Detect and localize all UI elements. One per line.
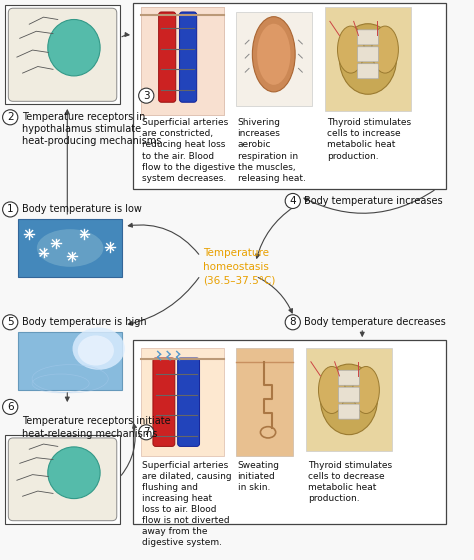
Text: 6: 6 [7, 402, 14, 412]
FancyBboxPatch shape [133, 340, 446, 525]
Ellipse shape [257, 24, 291, 85]
FancyBboxPatch shape [141, 7, 224, 115]
FancyBboxPatch shape [6, 6, 119, 104]
Text: 8: 8 [290, 318, 296, 327]
Text: Body temperature is low: Body temperature is low [22, 204, 142, 214]
FancyBboxPatch shape [153, 358, 175, 446]
FancyBboxPatch shape [18, 332, 122, 390]
Text: Body temperature increases: Body temperature increases [304, 196, 443, 206]
Circle shape [139, 425, 154, 440]
FancyBboxPatch shape [338, 387, 359, 402]
Text: Thyroid stimulates
cells to increase
metabolic heat
production.: Thyroid stimulates cells to increase met… [327, 118, 411, 161]
Text: Shivering
increases
aerobic
respiration in
the muscles,
releasing heat.: Shivering increases aerobic respiration … [237, 118, 305, 183]
FancyBboxPatch shape [306, 348, 392, 451]
Text: 7: 7 [143, 427, 150, 437]
Ellipse shape [372, 26, 399, 73]
Text: 3: 3 [143, 91, 150, 101]
FancyBboxPatch shape [357, 30, 378, 45]
FancyBboxPatch shape [141, 7, 224, 115]
Ellipse shape [37, 229, 103, 267]
FancyBboxPatch shape [357, 47, 378, 62]
Ellipse shape [78, 335, 114, 366]
Text: 4: 4 [290, 196, 296, 206]
Ellipse shape [337, 26, 364, 73]
Ellipse shape [353, 366, 379, 413]
Circle shape [2, 315, 18, 330]
FancyBboxPatch shape [9, 8, 117, 101]
Circle shape [285, 193, 301, 208]
Ellipse shape [319, 366, 345, 413]
Text: 1: 1 [7, 204, 14, 214]
Text: Superficial arteries
are constricted,
reducing heat loss
to the air. Blood
flow : Superficial arteries are constricted, re… [142, 118, 235, 183]
FancyBboxPatch shape [9, 438, 117, 521]
Circle shape [2, 110, 18, 125]
Text: Body temperature is high: Body temperature is high [22, 318, 146, 327]
FancyBboxPatch shape [357, 64, 378, 79]
Ellipse shape [339, 24, 396, 94]
FancyBboxPatch shape [18, 219, 122, 277]
Text: 2: 2 [7, 113, 14, 122]
FancyBboxPatch shape [325, 7, 411, 111]
Text: Thyroid stimulates
cells to decrease
metabolic heat
production.: Thyroid stimulates cells to decrease met… [308, 460, 392, 503]
Ellipse shape [48, 20, 100, 76]
Circle shape [285, 315, 301, 330]
Text: Temperature receptors initiate
heat-releasing mechanisms: Temperature receptors initiate heat-rele… [22, 416, 170, 438]
Text: Temperature receptors in
hypothalamus stimulate
heat-producing mechanisms: Temperature receptors in hypothalamus st… [22, 111, 161, 147]
FancyBboxPatch shape [338, 404, 359, 419]
FancyBboxPatch shape [178, 358, 200, 446]
FancyBboxPatch shape [133, 3, 446, 189]
Circle shape [139, 88, 154, 103]
Circle shape [2, 399, 18, 414]
FancyBboxPatch shape [141, 348, 224, 456]
FancyBboxPatch shape [236, 348, 293, 456]
Text: Sweating
initiated
in skin.: Sweating initiated in skin. [237, 460, 280, 492]
Text: Body temperature decreases: Body temperature decreases [304, 318, 446, 327]
Ellipse shape [73, 328, 125, 370]
Text: Superficial arteries
are dilated, causing
flushing and
increasing heat
loss to a: Superficial arteries are dilated, causin… [142, 460, 231, 547]
Text: 5: 5 [7, 318, 14, 327]
Ellipse shape [48, 447, 100, 498]
FancyBboxPatch shape [236, 12, 312, 106]
Ellipse shape [252, 17, 295, 92]
FancyBboxPatch shape [338, 370, 359, 385]
Text: Temperature
homeostasis
(36.5–37.5°C): Temperature homeostasis (36.5–37.5°C) [203, 248, 276, 286]
FancyBboxPatch shape [159, 12, 176, 102]
Ellipse shape [320, 364, 377, 435]
FancyBboxPatch shape [180, 12, 197, 102]
Circle shape [2, 202, 18, 217]
FancyBboxPatch shape [6, 435, 119, 524]
